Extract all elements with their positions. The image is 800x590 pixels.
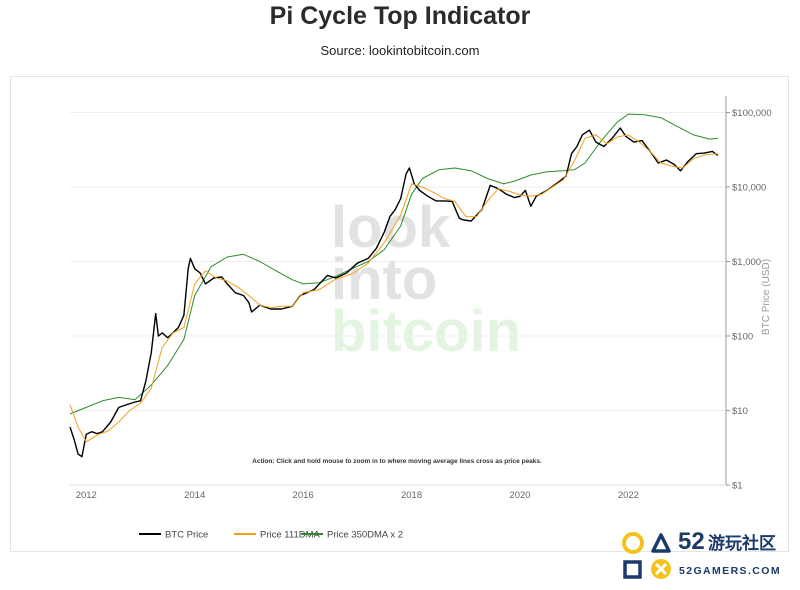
watermark-into: into: [331, 247, 437, 312]
square-icon: [623, 560, 642, 579]
brand-number: 52: [678, 528, 705, 555]
brand-logo-svg: 52 游玩社区 52GAMERS.COM: [622, 528, 781, 579]
chart-subtitle: Source: lookintobitcoin.com: [320, 43, 480, 58]
watermark-bitcoin: bitcoin: [331, 299, 521, 364]
y-tick-label: $1: [732, 481, 743, 492]
legend[interactable]: BTC Price Price 111DMA Price 350DMA x 2: [139, 530, 403, 541]
y-tick-label: $100: [732, 331, 753, 342]
series-line-price-111dma[interactable]: [69, 134, 718, 443]
cross-icon: [654, 562, 668, 576]
y-axis: $1 $10 $100 $1,000 $10,000 $100,000: [725, 96, 772, 492]
legend-item-price-111dma[interactable]: Price 111DMA: [234, 530, 320, 541]
legend-label: Price 111DMA: [260, 530, 320, 541]
x-tick-label: 2016: [293, 490, 314, 501]
circle-icon: [622, 532, 644, 554]
chart-svg[interactable]: look into bitcoin $1 $10 $100 $1,000 $10,000…: [11, 77, 788, 551]
y-axis-label: BTC Price (USD): [761, 259, 772, 335]
x-axis: 2012 2014 2016 2018 2020 2022: [70, 484, 726, 501]
triangle-icon: [651, 533, 671, 553]
series-line-price-350dma-x-2[interactable]: [69, 113, 718, 415]
legend-label: BTC Price: [165, 530, 208, 541]
watermark-look: look: [331, 195, 451, 260]
brand-site: 52GAMERS.COM: [679, 565, 781, 577]
legend-label: Price 350DMA x 2: [327, 530, 403, 541]
brand-logo: 52 游玩社区 52GAMERS.COM: [620, 527, 796, 585]
y-tick-label: $1,000: [732, 257, 761, 268]
plot-area[interactable]: [69, 113, 719, 458]
chart-title: Pi Cycle Top Indicator: [269, 2, 531, 30]
x-tick-label: 2022: [618, 490, 639, 501]
x-tick-label: 2014: [184, 490, 205, 501]
y-tick-label: $10: [732, 406, 748, 417]
y-tick-label: $100,000: [732, 108, 772, 119]
chart-panel[interactable]: look into bitcoin $1 $10 $100 $1,000 $10,000…: [10, 76, 789, 552]
series-line-btc-price[interactable]: [69, 127, 719, 458]
brand-cn-text: 游玩社区: [708, 533, 776, 553]
x-tick-label: 2018: [401, 490, 422, 501]
x-tick-label: 2012: [76, 490, 97, 501]
y-tick-label: $10,000: [732, 182, 766, 193]
legend-item-price-350dma-x-2[interactable]: Price 350DMA x 2: [301, 530, 403, 541]
action-hint: Action: Click and hold mouse to zoom in …: [252, 458, 542, 465]
watermark: look into bitcoin: [331, 195, 521, 364]
legend-item-btc-price[interactable]: BTC Price: [139, 530, 208, 541]
x-tick-label: 2020: [509, 490, 530, 501]
